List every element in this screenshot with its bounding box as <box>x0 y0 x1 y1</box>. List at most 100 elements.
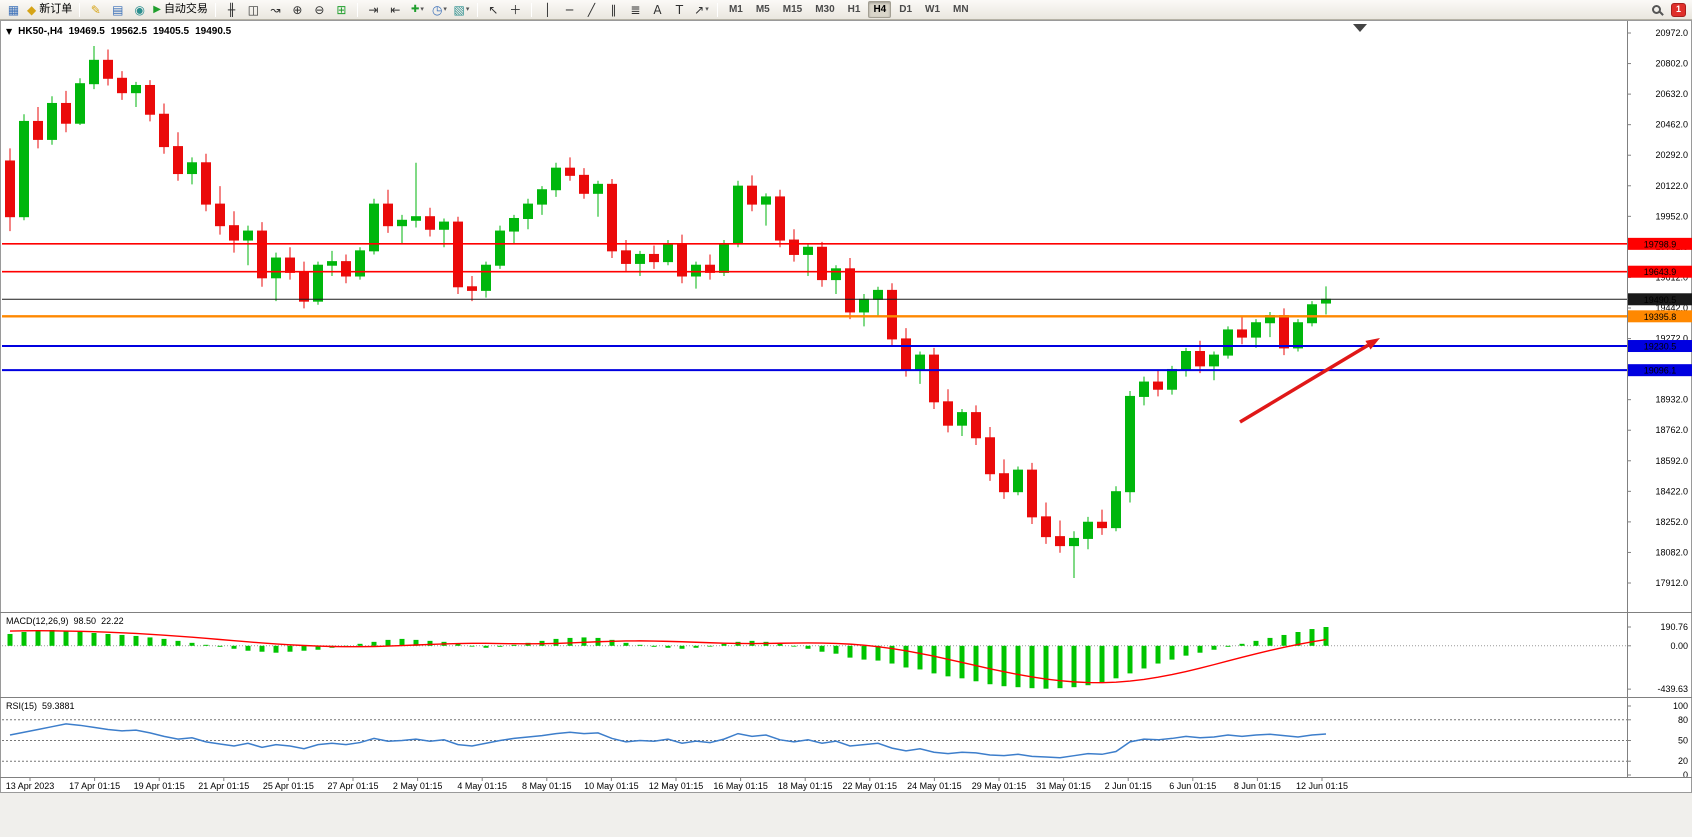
cursor-tool-button[interactable]: ↖ <box>483 1 504 18</box>
one-click-trading-toggle[interactable]: ▼ <box>6 27 13 36</box>
new-chart-button[interactable]: ▦ <box>3 1 24 18</box>
macd-histogram-bar <box>819 645 825 652</box>
candle-body <box>341 261 351 277</box>
chart-background <box>0 20 1692 793</box>
candle-body <box>579 174 589 194</box>
chart-shift-marker[interactable] <box>1353 24 1367 32</box>
candle-body <box>117 77 127 94</box>
candlestick-chart-icon: ◫ <box>247 2 260 17</box>
macd-histogram-bar <box>315 645 321 650</box>
candle-body <box>775 196 785 241</box>
candle-body <box>467 286 477 291</box>
candlestick-chart-button[interactable]: ◫ <box>243 1 264 18</box>
chart-shift-button[interactable]: ⇤ <box>385 1 406 18</box>
templates-button[interactable]: ▧ ▾ <box>451 1 472 18</box>
new-order-icon: ◆ <box>27 2 37 17</box>
macd-histogram-bar <box>511 644 517 646</box>
metaeditor-button[interactable]: ✎ <box>85 1 106 18</box>
channel-tool-button[interactable]: ∥ <box>603 1 624 18</box>
trendline-tool-button[interactable]: ╱ <box>581 1 602 18</box>
price-axis-label: 19442.0 <box>1655 303 1688 313</box>
window-bottom-area <box>0 793 1692 837</box>
rsi-axis-label: 100 <box>1673 701 1688 711</box>
time-axis-label: 12 Jun 01:15 <box>1296 781 1348 791</box>
macd-histogram-bar <box>497 645 503 647</box>
macd-histogram-bar <box>1295 632 1301 646</box>
timeframe-h4-button[interactable]: H4 <box>868 1 892 18</box>
candle-body <box>733 185 743 245</box>
candle-body <box>1293 322 1303 349</box>
line-chart-button[interactable]: ↝ <box>265 1 286 18</box>
macd-histogram-bar <box>1211 645 1217 650</box>
macd-histogram-bar <box>623 642 629 646</box>
timeframe-h1-button[interactable]: H1 <box>847 4 861 15</box>
community-button[interactable]: ◉ <box>129 1 150 18</box>
ohlc-open: 19469.5 <box>68 26 105 37</box>
macd-histogram-bar <box>371 641 377 646</box>
indicators-button[interactable]: ✚ ▾ <box>407 1 428 18</box>
candle-body <box>285 257 295 273</box>
time-axis-label: 2 Jun 01:15 <box>1105 781 1152 791</box>
time-axis-label: 29 May 01:15 <box>972 781 1027 791</box>
trend-arrow-head[interactable] <box>1365 338 1380 350</box>
notification-badge: 1 <box>1671 2 1686 17</box>
timeframe-m1-button[interactable]: M1 <box>728 4 743 15</box>
time-axis-label: 24 May 01:15 <box>907 781 962 791</box>
candle-body <box>1237 329 1247 338</box>
zoom-out-button[interactable]: ⊖ <box>309 1 330 18</box>
horizontal-line-tool-button[interactable]: ─ <box>559 1 580 18</box>
toolbar-separator <box>530 2 532 17</box>
macd-histogram-bar <box>889 645 895 664</box>
price-tag-label: 19395.8 <box>1644 312 1677 322</box>
candle-body <box>649 253 659 263</box>
text-tool-button[interactable]: A <box>647 1 668 18</box>
fibonacci-tool-button[interactable]: ≣ <box>625 1 646 18</box>
candle-body <box>411 216 421 221</box>
text-tool-icon: A <box>653 2 662 17</box>
candle-body <box>257 230 267 279</box>
text-label-tool-button[interactable]: T <box>669 1 690 18</box>
timeframe-mn-button[interactable]: MN <box>953 4 969 15</box>
candle-body <box>1139 381 1149 397</box>
candle-body <box>985 437 995 475</box>
crosshair-tool-button[interactable]: ＋ <box>505 1 526 18</box>
bar-chart-button[interactable]: ╫ <box>221 1 242 18</box>
candle-body <box>131 84 141 94</box>
tile-windows-button[interactable]: ⊞ <box>331 1 352 18</box>
periods-button[interactable]: ◷ ▾ <box>429 1 450 18</box>
trend-arrow[interactable] <box>1239 343 1369 424</box>
timeframe-m5-button[interactable]: M5 <box>755 4 770 15</box>
price-tag <box>1628 265 1692 278</box>
timeframe-d1-button[interactable]: D1 <box>899 4 913 15</box>
timeframe-m30-button[interactable]: M30 <box>815 4 835 15</box>
search-button[interactable] <box>1646 1 1667 18</box>
time-axis-label: 21 Apr 01:15 <box>198 781 249 791</box>
timeframe-w1-button[interactable]: W1 <box>925 4 941 15</box>
candle-body <box>61 102 71 124</box>
vertical-line-icon: │ <box>543 2 552 17</box>
macd-histogram-bar <box>833 645 839 654</box>
vertical-line-tool-button[interactable]: │ <box>537 1 558 18</box>
zoom-in-button[interactable]: ⊕ <box>287 1 308 18</box>
macd-histogram-bar <box>1197 645 1203 653</box>
zoom-in-icon: ⊕ <box>292 2 303 17</box>
candle-body <box>803 246 813 255</box>
timeframe-m15-button[interactable]: M15 <box>782 4 803 15</box>
candle-body <box>481 264 491 291</box>
auto-scroll-button[interactable]: ⇥ <box>363 1 384 18</box>
candle-body <box>1223 329 1233 356</box>
shapes-tool-button[interactable]: ↗ ▾ <box>691 1 712 18</box>
candle-body <box>565 167 575 176</box>
chart-symbol-period: HK50-,H4 <box>18 26 63 37</box>
price-axis-label: 20972.0 <box>1655 28 1688 38</box>
candle-body <box>1251 322 1261 338</box>
time-axis-label: 27 Apr 01:15 <box>327 781 378 791</box>
notifications-button[interactable]: 1 <box>1668 1 1689 18</box>
new-order-button[interactable]: ◆ 新订单 <box>25 1 74 18</box>
data-window-button[interactable]: ▤ <box>107 1 128 18</box>
macd-histogram-bar <box>721 643 727 646</box>
autotrading-button[interactable]: ▶ 自动交易 <box>151 1 210 18</box>
macd-main-value: 98.50 <box>73 616 97 626</box>
indicators-icon: ✚ <box>410 3 420 15</box>
rsi-axis-label: 80 <box>1678 715 1688 725</box>
